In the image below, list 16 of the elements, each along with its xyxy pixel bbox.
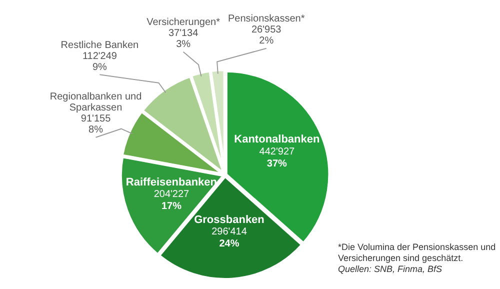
data-label: 442'927 37% <box>259 146 296 170</box>
data-label: 296'414 24% <box>212 226 248 250</box>
text: *Die Volumina der Pensionskassen und Versicherungen sind geschätzt. <box>338 242 497 264</box>
source-note: Quellen: SNB, Finma, BfS <box>338 264 444 275</box>
slice-label: Grossbanken <box>194 214 265 226</box>
data-label: 91'155 8% <box>80 114 112 136</box>
data-label: 37'134 3% <box>168 28 199 50</box>
data-label: 26'953 2% <box>251 24 282 47</box>
slice-label: Raiffeisenbanken <box>126 176 218 188</box>
slice-label: Restliche Banken <box>60 40 139 51</box>
slice-label: Pensionskassen* <box>228 14 305 25</box>
slice-label: Kantonalbanken <box>234 134 320 146</box>
slice-label: Regionalbanken und Sparkassen <box>50 92 142 114</box>
slice-label: Versicherungen* <box>146 17 220 28</box>
data-label: 112'249 9% <box>82 50 118 73</box>
data-label: 204'227 17% <box>154 189 190 212</box>
